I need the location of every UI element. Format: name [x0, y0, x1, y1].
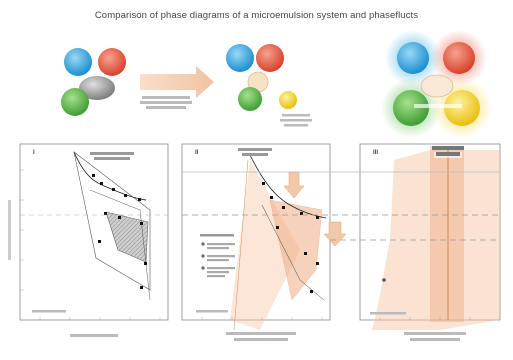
bubble-red — [98, 48, 126, 76]
data-point — [282, 206, 285, 209]
legend-line — [207, 259, 229, 262]
panel-2-peach-edge — [233, 159, 249, 331]
data-point — [112, 188, 115, 191]
cluster-middle — [226, 44, 312, 127]
panel-1-data-points — [92, 174, 147, 289]
cluster-middle-note-line-3 — [284, 124, 308, 127]
data-point — [316, 216, 319, 219]
arrow-notes — [140, 96, 192, 109]
panel-2-legend — [200, 234, 235, 278]
process-arrow — [140, 66, 214, 98]
data-point — [270, 196, 273, 199]
data-point — [300, 212, 303, 215]
panel-3-roman: III — [373, 150, 379, 156]
bubble-blue — [64, 48, 92, 76]
panel-2-roman: II — [195, 150, 199, 156]
panel-1-hatched-region — [105, 211, 149, 263]
cluster-left — [61, 48, 126, 116]
bubble-yellow — [279, 91, 297, 109]
panel-3-heading-line-2 — [436, 152, 460, 156]
cluster-right-label-bar — [414, 104, 462, 108]
data-point — [118, 216, 121, 219]
legend-bullet — [201, 242, 205, 246]
panel-2-boundary — [249, 154, 327, 219]
legend-line — [207, 255, 235, 258]
cluster-right — [381, 30, 492, 138]
data-point — [276, 226, 279, 229]
panel-headings — [90, 146, 464, 160]
panel-2-xlabel-line-2 — [234, 338, 288, 341]
data-point — [124, 194, 127, 197]
data-point — [262, 182, 265, 185]
legend-line — [207, 247, 229, 250]
data-point — [92, 174, 95, 177]
panel-1-xlabel — [70, 334, 118, 337]
data-point — [144, 262, 147, 265]
legend-line — [207, 275, 225, 278]
data-point — [100, 182, 103, 185]
panel-2-data-points — [262, 182, 319, 293]
panel-2-xlabel — [226, 332, 296, 335]
panel-1-ylabel — [8, 200, 11, 260]
data-point — [304, 252, 307, 255]
panel-3-content — [372, 146, 500, 330]
data-point — [140, 222, 143, 225]
panel-3-xlabel — [404, 332, 466, 335]
legend-heading — [200, 234, 234, 237]
bubble-red — [256, 44, 284, 72]
arrow-note-line-2 — [140, 101, 192, 104]
panel-1-heading-line-2 — [94, 157, 130, 160]
legend-line — [207, 243, 235, 246]
panel-1-axis-ticks — [20, 169, 24, 291]
bubble-blue — [397, 42, 429, 74]
panel-1-note — [32, 310, 66, 313]
data-point — [98, 240, 101, 243]
bubble-green — [238, 87, 262, 111]
bubble-red — [443, 42, 475, 74]
cross-panel-lines — [20, 171, 500, 241]
panel-1-content — [20, 151, 151, 301]
panel-2-peach-wedge — [230, 160, 300, 330]
legend-line — [207, 271, 229, 274]
panel-1-outer-envelope — [73, 151, 151, 291]
panel-2-heading — [238, 148, 272, 151]
bubble-green — [61, 88, 89, 116]
panel-3-xlabel-line-2 — [410, 338, 460, 341]
panel-2-peach-region — [269, 199, 323, 301]
cluster-middle-note-line-2 — [280, 119, 312, 122]
cluster-middle-note-line-1 — [282, 114, 310, 117]
arrow-note-line-3 — [146, 106, 186, 109]
bubble-blue — [226, 44, 254, 72]
bubble-gray-center — [79, 76, 115, 100]
panel-2-content — [196, 154, 347, 331]
panel-1-heading — [90, 152, 134, 155]
legend-line — [207, 267, 235, 270]
arrow-note-line-1 — [142, 96, 190, 99]
bubble-center-cream — [420, 74, 454, 98]
data-point — [138, 198, 141, 201]
panel-2-heading-line-2 — [242, 153, 268, 156]
panel-2-down-arrow-2 — [323, 221, 347, 247]
bubble-green — [393, 90, 429, 126]
panel-2-inner-line — [261, 204, 325, 301]
legend-bullet — [201, 254, 205, 258]
data-point — [140, 286, 143, 289]
panel-3-dark-band — [430, 146, 464, 322]
panel-2-down-arrow-1 — [283, 171, 305, 199]
panel-xlabels — [8, 200, 466, 341]
data-point — [382, 278, 386, 282]
bottom-axis-ticks — [39, 317, 501, 320]
panel-1-frame — [19, 143, 169, 321]
data-point — [310, 290, 313, 293]
panel-1-inner-line — [89, 189, 151, 301]
panel-3-note — [370, 312, 406, 315]
panel-1-roman: I — [33, 150, 35, 156]
panel-2-note — [196, 310, 228, 313]
data-point — [316, 262, 319, 265]
data-point — [104, 212, 107, 215]
legend-bullet — [201, 266, 205, 270]
panel-3-heading — [432, 146, 464, 150]
figure-title: Comparison of phase diagrams of a microe… — [94, 10, 419, 21]
